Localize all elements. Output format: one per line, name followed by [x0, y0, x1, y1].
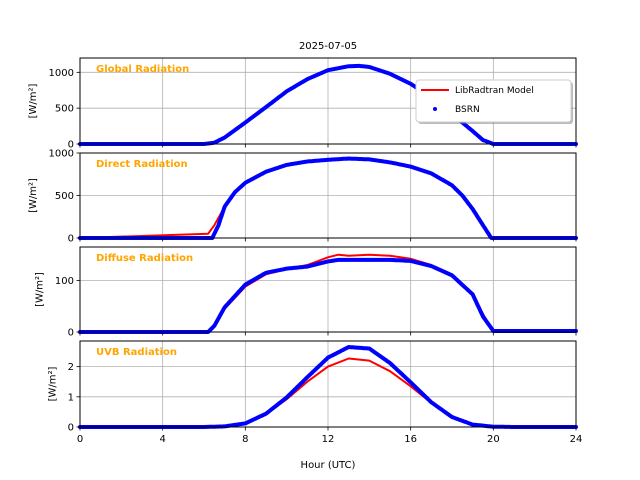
- legend-box: [415, 79, 572, 123]
- legend: LibRadtran Model BSRN: [415, 79, 573, 124]
- panel-0: 0 500 1000 [W/m²] Global Radiation: [28, 57, 578, 151]
- panel-1: 0 500 1000 [W/m²] Direct Radiation: [28, 149, 578, 245]
- panel-0-title: Global Radiation: [96, 64, 189, 75]
- panel-3-xtick-label-0: 0: [77, 434, 83, 445]
- panel-1-ytick-label-2: 1000: [49, 149, 74, 160]
- panel-0-ylabel: [W/m²]: [28, 83, 39, 118]
- panel-2-ylabel: [W/m²]: [35, 272, 46, 307]
- panel-2-ytick-label-0: 0: [68, 328, 74, 339]
- legend-obs-swatch: [433, 107, 437, 111]
- legend-model-label: LibRadtran Model: [455, 86, 534, 96]
- panel-1-ytick-label-1: 500: [55, 191, 74, 202]
- panel-2-title: Diffuse Radiation: [96, 253, 193, 264]
- panel-0-ytick-label-0: 0: [68, 140, 74, 151]
- legend-obs-label: BSRN: [455, 105, 480, 115]
- panel-1-ylabel: [W/m²]: [28, 178, 39, 213]
- panel-3-ylabel: [W/m²]: [48, 366, 59, 401]
- panel-3-ytick-label-0: 0: [68, 423, 74, 434]
- panel-3-xtick-label-4: 16: [404, 434, 417, 445]
- panel-2-ytick-label-1: 100: [55, 276, 74, 287]
- panel-3-xtick-label-5: 20: [487, 434, 500, 445]
- panel-3-xtick-label-3: 12: [322, 434, 335, 445]
- panel-0-ytick-label-1: 500: [55, 104, 74, 115]
- panel-3-xtick-label-2: 8: [242, 434, 248, 445]
- panel-1-ytick-label-0: 0: [68, 234, 74, 245]
- panel-3-ytick-label-2: 2: [68, 362, 74, 373]
- panel-0-ytick-label-2: 1000: [49, 68, 74, 79]
- figure-title: 2025-07-05: [299, 41, 357, 52]
- panel-1-title: Direct Radiation: [96, 159, 188, 170]
- panel-2: 0 100 [W/m²] Diffuse Radiation: [35, 246, 578, 339]
- panel-3-ytick-label-1: 1: [68, 392, 74, 403]
- x-axis-label: Hour (UTC): [301, 460, 356, 471]
- panel-3-xtick-label-1: 4: [159, 434, 165, 445]
- panel-3-title: UVB Radiation: [96, 347, 177, 358]
- panel-3-xtick-label-6: 24: [570, 434, 583, 445]
